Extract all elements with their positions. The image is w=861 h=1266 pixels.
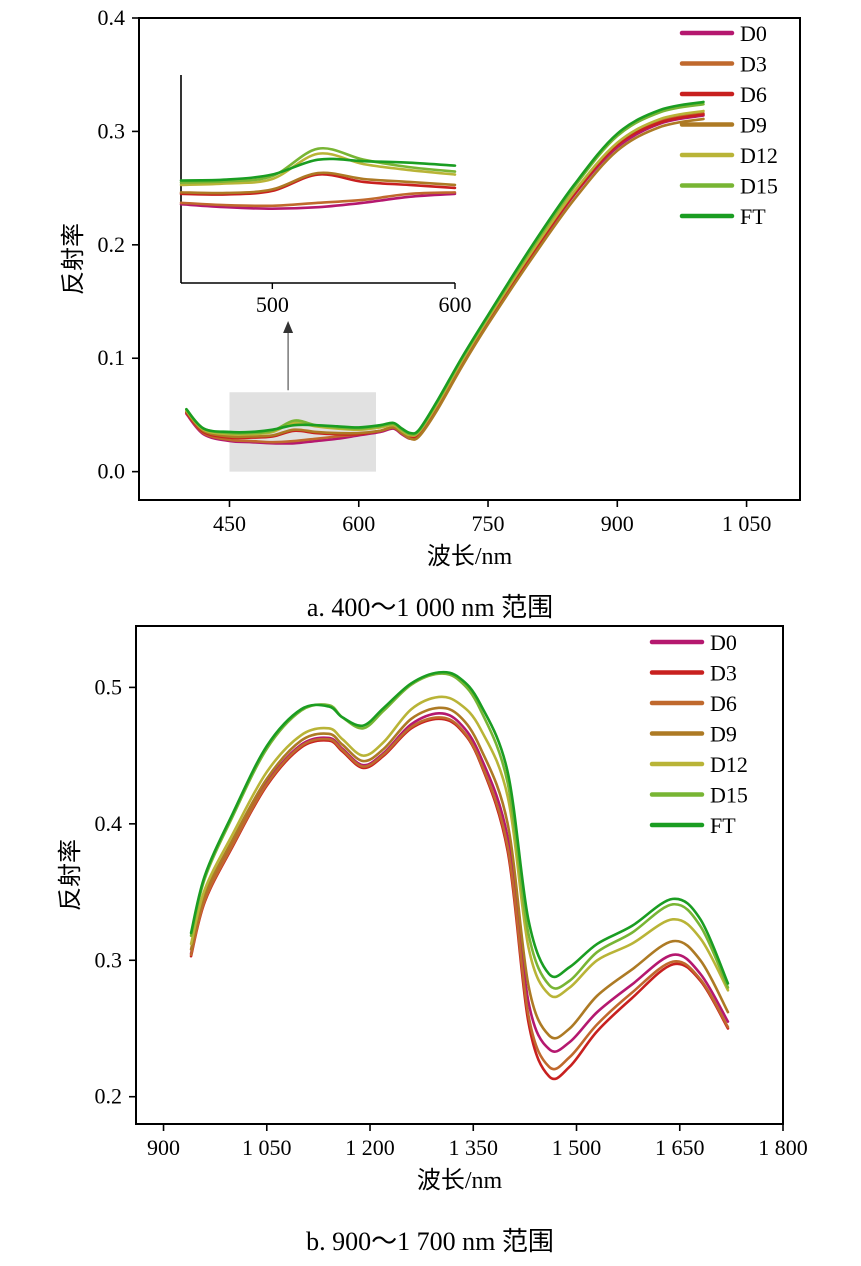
chart-a-inset-x-tick-label: 500: [256, 292, 289, 317]
chart-a-legend-label-d9: D9: [740, 113, 767, 138]
chart-b-legend-label-d9: D9: [710, 722, 737, 747]
chart-a-x-tick-label: 1 050: [722, 511, 772, 536]
chart-a-legend-label-d0: D0: [740, 21, 767, 46]
chart-b-y-tick-label: 0.2: [95, 1084, 123, 1109]
chart-b-series-line-d6: [189, 716, 730, 1071]
chart-b-x-axis-label: 波长/nm: [417, 1167, 503, 1194]
chart-a-x-axis-label: 波长/nm: [427, 543, 513, 570]
chart-a-y-tick-label: 0.0: [98, 459, 126, 484]
chart-a-inset-pointer-arrowhead: [283, 321, 294, 333]
chart-a-y-tick-label: 0.4: [98, 5, 126, 30]
chart-a-inset-series-line-d9: [179, 171, 457, 195]
chart-a-inset-series-line-d0: [179, 192, 457, 211]
chart-a-inset-series-line-d6: [179, 173, 457, 196]
chart-a-x-tick-label: 600: [342, 511, 375, 536]
chart-b-y-axis-label: 反射率: [57, 839, 84, 911]
chart-a-inset-series-line-d15: [179, 146, 457, 184]
chart-a-visible-spectrum: 450 600 750 900 1 050 0.0 0.1 0.2 0.3 0.4 波长/nm 反射率…: [60, 5, 801, 622]
chart-a-legend-label-d6: D6: [740, 82, 767, 107]
chart-a-series-line-ft: [185, 100, 705, 435]
chart-a-inset-series-line-d3: [179, 191, 457, 208]
chart-a-caption: a. 400～1 000 nm 范围: [307, 593, 553, 622]
chart-a-inset-x-tick-label: 600: [439, 292, 472, 317]
chart-b-x-tick-label: 1 350: [449, 1135, 499, 1160]
chart-a-inset-series-line-d12: [179, 152, 457, 187]
chart-b-x-tick-label: 1 200: [345, 1135, 395, 1160]
chart-a-y-tick-label: 0.2: [98, 232, 126, 257]
chart-b-legend-label-d6: D6: [710, 691, 737, 716]
chart-a-plot-frame: [138, 17, 801, 501]
chart-a-y-tick-label: 0.1: [98, 345, 126, 370]
chart-b-caption: b. 900～1 700 nm 范围: [306, 1227, 554, 1256]
chart-a-legend-label-d12: D12: [740, 143, 778, 168]
chart-b-series-line-d12: [189, 695, 730, 999]
chart-b-series-line-ft: [189, 670, 730, 985]
chart-a-legend-label-ft: FT: [740, 204, 766, 229]
chart-a-y-axis-label: 反射率: [60, 223, 87, 295]
chart-b-legend-label-ft: FT: [710, 813, 736, 838]
chart-b-y-tick-label: 0.3: [95, 947, 123, 972]
chart-a-legend-label-d3: D3: [740, 52, 767, 77]
chart-b-legend-label-d0: D0: [710, 630, 737, 655]
chart-a-x-tick-label: 450: [213, 511, 246, 536]
chart-b-x-tick-label: 1 500: [552, 1135, 602, 1160]
chart-a-x-tick-label: 750: [472, 511, 505, 536]
chart-a-y-tick-label: 0.3: [98, 118, 126, 143]
chart-b-series-line-d9: [189, 706, 730, 1040]
chart-b-legend-label-d15: D15: [710, 783, 748, 808]
chart-b-y-tick-label: 0.5: [95, 674, 123, 699]
chart-a-x-tick-label: 900: [601, 511, 634, 536]
chart-b-x-tick-label: 900: [147, 1135, 180, 1160]
chart-b-x-tick-label: 1 800: [758, 1135, 808, 1160]
chart-b-legend-label-d12: D12: [710, 752, 748, 777]
chart-a-inset-series-line-ft: [179, 157, 457, 182]
chart-b-y-tick-label: 0.4: [95, 811, 123, 836]
chart-a-legend-label-d15: D15: [740, 174, 778, 199]
chart-a-series-line-d9: [185, 117, 705, 441]
chart-b-plot-frame: [135, 625, 784, 1125]
chart-b-nir-spectrum: 900 1 050 1 200 1 350 1 500 1 650 1 800 0.2 0.3 0…: [57, 625, 808, 1256]
chart-b-x-tick-label: 1 050: [242, 1135, 292, 1160]
chart-b-legend-label-d3: D3: [710, 661, 737, 686]
chart-b-x-tick-label: 1 650: [655, 1135, 705, 1160]
chart-b-series-line-d15: [189, 672, 730, 990]
